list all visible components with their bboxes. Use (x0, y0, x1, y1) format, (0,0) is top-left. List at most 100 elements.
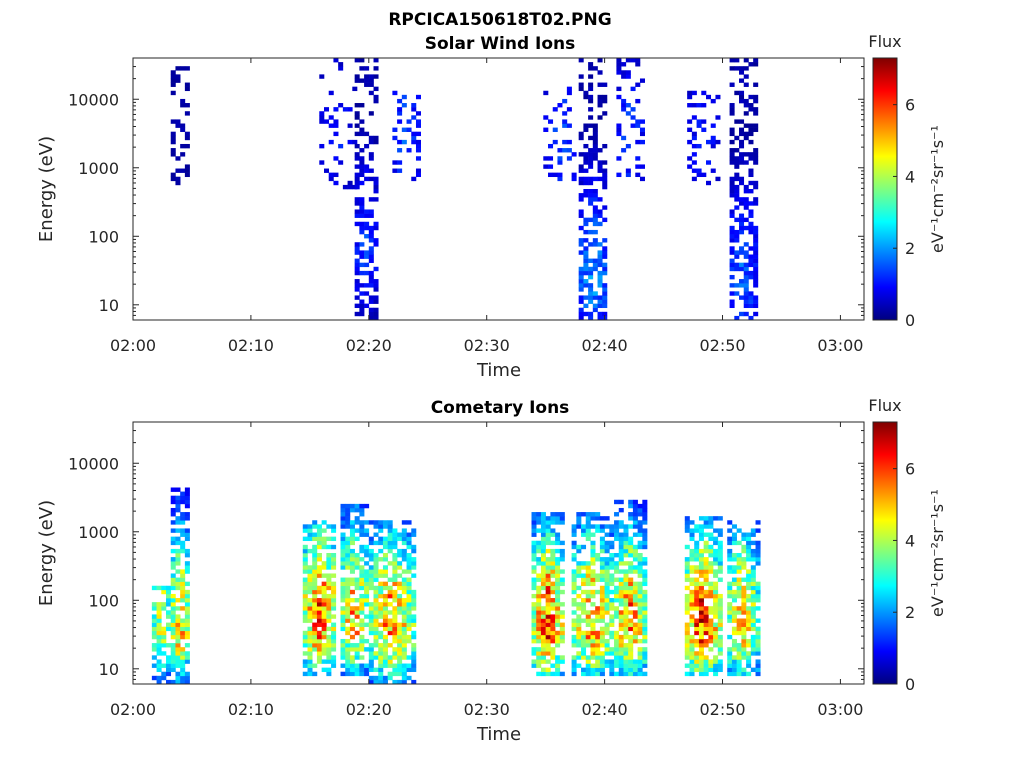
heatmap-cell (333, 107, 339, 112)
heatmap-cell (531, 606, 537, 611)
heatmap-cell (750, 528, 756, 533)
heatmap-cell (368, 168, 374, 173)
heatmap-cell (727, 651, 733, 656)
heatmap-cell (368, 569, 374, 574)
heatmap-cell (559, 520, 565, 525)
heatmap-cell (175, 622, 181, 627)
heatmap-cell (302, 536, 308, 542)
heatmap-cell (731, 557, 737, 562)
heatmap-cell (642, 618, 648, 623)
heatmap-cell (734, 172, 740, 178)
heatmap-cell (555, 561, 561, 566)
heatmap-cell (609, 581, 615, 587)
heatmap-cell (359, 205, 365, 210)
heatmap-cell (368, 618, 374, 623)
heatmap-cell (616, 58, 622, 63)
x-tick-label: 03:00 (817, 700, 863, 719)
heatmap-cell (614, 532, 620, 537)
heatmap-cell (550, 532, 556, 537)
heatmap-cell (406, 593, 412, 599)
heatmap-cell (581, 602, 587, 607)
heatmap-cell (545, 614, 551, 619)
heatmap-cell (578, 164, 584, 169)
heatmap-cell (708, 634, 714, 640)
heatmap-cell (550, 647, 556, 652)
heatmap-cell (151, 614, 157, 619)
heatmap-cell (540, 606, 546, 611)
heatmap-cell (592, 205, 598, 210)
heatmap-cell (345, 548, 351, 554)
heatmap-cell (540, 532, 546, 537)
heatmap-cell (401, 630, 407, 636)
heatmap-cell (364, 291, 370, 296)
heatmap-cell (698, 569, 704, 574)
heatmap-cell (687, 90, 693, 96)
panel-title: Solar Wind Ions (425, 34, 576, 54)
heatmap-cell (583, 143, 589, 149)
heatmap-cell (359, 283, 365, 288)
heatmap-cell (364, 209, 370, 214)
heatmap-cell (618, 499, 624, 505)
heatmap-cell (618, 651, 624, 656)
heatmap-cell (689, 643, 695, 648)
heatmap-cell (595, 614, 601, 619)
heatmap-cell (170, 614, 176, 619)
heatmap-cell (302, 581, 308, 587)
heatmap-cell (746, 593, 752, 599)
heatmap-cell (592, 258, 598, 263)
heatmap-cell (373, 74, 379, 79)
heatmap-cell (378, 581, 384, 587)
heatmap-cell (354, 287, 360, 292)
heatmap-cell (545, 659, 551, 664)
heatmap-cell (614, 606, 620, 611)
heatmap-cell (378, 634, 384, 640)
heatmap-cell (555, 671, 561, 677)
heatmap-cell (637, 503, 643, 509)
heatmap-cell (156, 643, 162, 648)
heatmap-cell (713, 638, 719, 644)
heatmap-cell (373, 610, 379, 615)
heatmap-cell (736, 610, 742, 615)
heatmap-cell (628, 577, 634, 582)
heatmap-cell (739, 94, 745, 100)
heatmap-cell (345, 651, 351, 656)
heatmap-cell (748, 303, 754, 309)
heatmap-cell (302, 614, 308, 619)
heatmap-cell (614, 647, 620, 652)
heatmap-cell (415, 111, 421, 116)
heatmap-cell (592, 266, 598, 272)
heatmap-cell (727, 548, 733, 554)
heatmap-cell (302, 663, 308, 668)
heatmap-cell (545, 536, 551, 542)
heatmap-cell (373, 58, 379, 63)
heatmap-cell (392, 671, 398, 677)
heatmap-cell (637, 507, 643, 513)
heatmap-cell (545, 589, 551, 595)
heatmap-cell (604, 589, 610, 595)
heatmap-cell (628, 671, 634, 677)
heatmap-cell (599, 589, 605, 595)
heatmap-cell (750, 606, 756, 611)
heatmap-cell (746, 614, 752, 619)
heatmap-cell (743, 225, 749, 231)
heatmap-cell (729, 103, 735, 108)
heatmap-cell (630, 107, 636, 112)
heatmap-cell (614, 651, 620, 656)
heatmap-cell (642, 606, 648, 611)
heatmap-cell (352, 139, 358, 145)
heatmap-cell (354, 585, 360, 591)
heatmap-cell (734, 176, 740, 182)
heatmap-cell (713, 606, 719, 611)
heatmap-cell (349, 520, 355, 525)
heatmap-cell (531, 638, 537, 644)
heatmap-cell (392, 655, 398, 660)
heatmap-cell (175, 647, 181, 652)
heatmap-cell (401, 671, 407, 677)
heatmap-cell (536, 655, 542, 660)
heatmap-cell (590, 553, 596, 558)
heatmap-cell (397, 593, 403, 599)
heatmap-cell (576, 663, 582, 668)
heatmap-cell (614, 655, 620, 660)
heatmap-cell (326, 544, 332, 550)
